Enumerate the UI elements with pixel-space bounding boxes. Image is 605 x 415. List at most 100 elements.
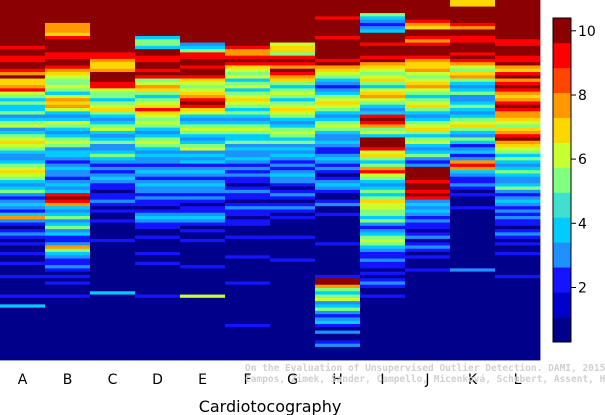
heatmap-cell-E-38 xyxy=(180,124,226,129)
heatmap-cell-A-68 xyxy=(0,222,46,227)
heatmap-cell-I-8 xyxy=(360,26,406,30)
heatmap-cell-F-15 xyxy=(225,49,271,53)
heatmap-cell-E-19 xyxy=(180,62,226,66)
heatmap-cell-H-98 xyxy=(315,320,361,325)
heatmap-cell-D-94 xyxy=(135,307,181,312)
heatmap-cell-F-29 xyxy=(225,94,271,99)
heatmap-cell-A-103 xyxy=(0,337,46,341)
heatmap-cell-A-14 xyxy=(0,45,46,50)
heatmap-cell-G-31 xyxy=(270,101,316,106)
heatmap-cell-A-5 xyxy=(0,16,46,21)
heatmap-cell-H-95 xyxy=(315,310,361,315)
heatmap-cell-L-33 xyxy=(495,108,541,112)
heatmap-cell-J-23 xyxy=(405,75,451,79)
heatmap-cell-L-101 xyxy=(495,330,541,335)
heatmap-cell-D-73 xyxy=(135,238,181,243)
heatmap-cell-I-81 xyxy=(360,265,406,269)
heatmap-cell-F-2 xyxy=(225,6,271,11)
heatmap-cell-C-54 xyxy=(90,176,136,181)
heatmap-cell-J-44 xyxy=(405,144,451,148)
heatmap-cell-J-82 xyxy=(405,268,451,273)
heatmap-cell-D-106 xyxy=(135,346,181,351)
heatmap-cell-H-63 xyxy=(315,206,361,210)
heatmap-cell-A-36 xyxy=(0,117,46,122)
heatmap-cell-I-48 xyxy=(360,157,406,161)
heatmap-cell-J-78 xyxy=(405,255,451,259)
heatmap-cell-B-38 xyxy=(45,124,91,129)
heatmap-cell-J-85 xyxy=(405,278,451,282)
heatmap-cell-E-15 xyxy=(180,49,226,53)
heatmap-cell-C-16 xyxy=(90,52,136,57)
heatmap-cell-D-102 xyxy=(135,333,181,338)
heatmap-cell-D-39 xyxy=(135,127,181,132)
heatmap-cell-L-36 xyxy=(495,117,541,122)
heatmap-cell-L-80 xyxy=(495,261,541,266)
heatmap-cell-L-25 xyxy=(495,81,541,86)
heatmap-cell-L-13 xyxy=(495,42,541,47)
heatmap-cell-A-104 xyxy=(0,340,46,345)
heatmap-cell-K-38 xyxy=(450,124,496,129)
heatmap-cell-E-95 xyxy=(180,310,226,315)
heatmap-cell-G-4 xyxy=(270,13,316,17)
heatmap-cell-J-32 xyxy=(405,104,451,109)
heatmap-cell-C-62 xyxy=(90,202,136,207)
heatmap-cell-K-105 xyxy=(450,343,496,348)
heatmap-cell-L-14 xyxy=(495,45,541,50)
heatmap-cell-J-94 xyxy=(405,307,451,312)
heatmap-cell-D-90 xyxy=(135,294,181,299)
heatmap-cell-I-27 xyxy=(360,88,406,93)
heatmap-cell-C-30 xyxy=(90,98,136,102)
colorbar-ticks: 2 4 6 8 10 xyxy=(571,24,596,297)
heatmap-cell-E-49 xyxy=(180,160,226,165)
heatmap-cell-E-35 xyxy=(180,114,226,119)
heatmap-cell-G-107 xyxy=(270,350,316,354)
heatmap-cell-H-73 xyxy=(315,238,361,243)
heatmap-cell-B-102 xyxy=(45,333,91,338)
heatmap-cell-L-26 xyxy=(495,85,541,89)
heatmap-cell-E-33 xyxy=(180,108,226,112)
heatmap-cell-J-28 xyxy=(405,91,451,96)
heatmap-cell-C-100 xyxy=(90,327,136,331)
heatmap-cell-I-15 xyxy=(360,49,406,53)
heatmap-cell-C-35 xyxy=(90,114,136,119)
heatmap-cell-E-12 xyxy=(180,39,226,43)
heatmap-cell-A-25 xyxy=(0,81,46,86)
heatmap-cell-G-50 xyxy=(270,163,316,168)
heatmap-cell-L-104 xyxy=(495,340,541,345)
heatmap-cell-L-30 xyxy=(495,98,541,102)
heatmap-cell-D-60 xyxy=(135,196,181,201)
heatmap-cell-K-108 xyxy=(450,353,496,358)
heatmap-cell-J-105 xyxy=(405,343,451,348)
heatmap-cell-K-18 xyxy=(450,58,496,63)
heatmap-cell-I-41 xyxy=(360,134,406,138)
heatmap-cell-L-90 xyxy=(495,294,541,299)
heatmap-cell-I-18 xyxy=(360,58,406,63)
heatmap-cell-F-34 xyxy=(225,111,271,115)
heatmap-cell-D-48 xyxy=(135,157,181,161)
heatmap-cell-G-94 xyxy=(270,307,316,312)
heatmap-cell-G-30 xyxy=(270,98,316,102)
heatmap-cell-F-21 xyxy=(225,68,271,73)
heatmap-cell-E-11 xyxy=(180,36,226,40)
heatmap-cell-J-60 xyxy=(405,196,451,201)
heatmap-cell-G-37 xyxy=(270,121,316,125)
heatmap-cell-E-67 xyxy=(180,219,226,223)
heatmap-cell-A-59 xyxy=(0,193,46,197)
heatmap-cell-C-71 xyxy=(90,232,136,237)
heatmap-cell-J-8 xyxy=(405,26,451,30)
heatmap-cell-D-82 xyxy=(135,268,181,273)
heatmap-cell-D-11 xyxy=(135,36,181,40)
heatmap-cell-I-65 xyxy=(360,212,406,217)
heatmap-cell-I-44 xyxy=(360,144,406,148)
heatmap-cell-L-48 xyxy=(495,157,541,161)
heatmap-cell-D-24 xyxy=(135,78,181,83)
heatmap-cell-B-18 xyxy=(45,58,91,63)
heatmap-cell-H-40 xyxy=(315,130,361,135)
heatmap-cell-C-26 xyxy=(90,85,136,89)
heatmap-cell-D-72 xyxy=(135,235,181,240)
heatmap-cell-C-75 xyxy=(90,245,136,250)
heatmap-cell-K-82 xyxy=(450,268,496,273)
heatmap-cell-G-47 xyxy=(270,153,316,158)
heatmap-cell-B-15 xyxy=(45,49,91,53)
heatmap-cell-A-93 xyxy=(0,304,46,309)
